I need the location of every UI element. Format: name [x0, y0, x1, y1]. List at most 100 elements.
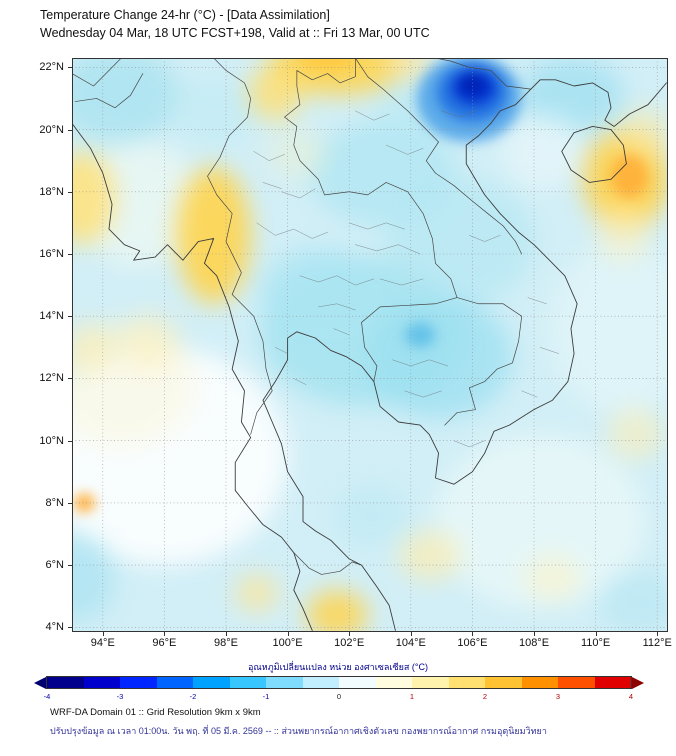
- y-axis-tick: [68, 191, 72, 193]
- temperature-anomaly-blob: [608, 409, 664, 460]
- colorbar-segment: [339, 677, 376, 688]
- temperature-anomaly-blob: [398, 530, 461, 581]
- temperature-anomaly-blob: [460, 75, 485, 94]
- colorbar-tick-label: 4: [628, 692, 634, 701]
- temperature-anomaly-blob: [170, 76, 257, 146]
- x-axis-tick: [657, 632, 659, 636]
- x-axis-tick: [472, 632, 474, 636]
- agency-update-text: ปรับปรุงข้อมูล ณ เวลา 01:00น. วัน พฤ. ที…: [50, 726, 547, 736]
- x-axis-tick: [164, 632, 166, 636]
- x-axis-tick-label: 108°E: [518, 637, 550, 649]
- temperature-anomaly-blob: [549, 241, 676, 416]
- colorbar-segment: [594, 677, 631, 688]
- y-axis-tick-label: 20°N: [39, 123, 64, 136]
- country-borders: [208, 58, 541, 574]
- temperature-anomaly-blob: [518, 58, 624, 133]
- colorbar-segment: [485, 677, 522, 688]
- temperature-anomaly-blob: [595, 204, 651, 261]
- temperature-anomaly-blob: [73, 493, 96, 513]
- colorbar-tick-label: -4: [43, 692, 51, 701]
- colorbar-gradient: [46, 676, 632, 689]
- colorbar-segment: [266, 677, 303, 688]
- temperature-anomaly-blob: [386, 179, 534, 304]
- colorbar-segment: [156, 677, 193, 688]
- colorbar-segment: [448, 677, 485, 688]
- y-axis-tick-label: 14°N: [39, 310, 64, 323]
- colorbar-segment: [412, 677, 449, 688]
- colorbar-segment: [193, 677, 230, 688]
- northwest-boundaries: [72, 58, 143, 108]
- x-axis-tick: [349, 632, 351, 636]
- x-axis-tick-label: 100°E: [272, 637, 303, 649]
- temperature-anomaly-blob: [56, 48, 180, 142]
- province-boundaries: [254, 111, 559, 447]
- y-axis-tick: [68, 502, 72, 504]
- x-axis-tick: [226, 632, 227, 636]
- y-axis-tick-label: 4°N: [45, 621, 64, 634]
- x-axis-tick: [534, 632, 535, 636]
- x-axis-tick: [102, 632, 104, 636]
- temperature-change-map: [41, 33, 676, 640]
- temperature-anomaly-blob: [235, 574, 279, 612]
- colorbar-segment: [83, 677, 120, 688]
- temperature-anomaly-blob: [598, 571, 676, 634]
- colorbar-tick-label: 2: [482, 692, 488, 701]
- x-axis-tick: [287, 632, 289, 636]
- temperature-anomaly-blob: [524, 555, 581, 600]
- hainan-island-outline: [562, 126, 627, 182]
- y-axis-tick: [68, 254, 72, 255]
- y-axis-tick-label: 8°N: [45, 496, 64, 509]
- colorbar-tick-label: 1: [409, 692, 415, 701]
- colorbar-label: อุณหภูมิเปลี่ยนแปลง หน่วย องศาเซลเซียส (…: [248, 662, 428, 672]
- y-axis-tick-label: 18°N: [39, 185, 64, 198]
- colorbar-tick-label: -3: [116, 692, 124, 701]
- y-axis-tick: [68, 440, 72, 442]
- colorbar-segment: [558, 677, 595, 688]
- y-axis-tick-label: 10°N: [39, 434, 64, 447]
- colorbar-left-arrow: [34, 676, 46, 689]
- graticule-gridlines: [72, 58, 668, 632]
- page-title: Temperature Change 24-hr (°C) - [Data As…: [40, 8, 330, 22]
- temperature-anomaly-blob: [404, 322, 436, 348]
- colorbar-tick-label: 0: [336, 692, 342, 701]
- y-axis-tick-label: 12°N: [39, 372, 64, 385]
- y-axis-tick: [68, 565, 72, 567]
- colorbar-tick-label: -1: [262, 692, 270, 701]
- temperature-anomaly-blob: [364, 294, 513, 419]
- colorbar-segment: [47, 677, 84, 688]
- temperature-anomaly-blob: [617, 107, 673, 164]
- colorbar-tick-label: 3: [555, 692, 561, 701]
- y-axis-tick: [68, 316, 72, 318]
- x-axis-tick-label: 94°E: [90, 637, 115, 649]
- temperature-field-soft: [41, 33, 676, 640]
- y-axis-tick-label: 6°N: [45, 559, 64, 572]
- colorbar-tick-label: -2: [189, 692, 197, 701]
- colorbar: [34, 676, 644, 689]
- temperature-anomaly-blob: [266, 129, 328, 180]
- page-subtitle: Wednesday 04 Mar, 18 UTC FCST+198, Valid…: [40, 26, 430, 40]
- y-axis-tick: [68, 627, 72, 629]
- domain-resolution-text: WRF-DA Domain 01 :: Grid Resolution 9km …: [50, 707, 261, 718]
- x-axis-tick-label: 98°E: [214, 637, 238, 649]
- colorbar-segment: [120, 677, 157, 688]
- y-axis-tick: [68, 67, 72, 69]
- x-axis-tick-label: 110°E: [580, 637, 611, 649]
- y-axis-tick-label: 22°N: [39, 61, 64, 74]
- x-axis-tick-label: 104°E: [395, 637, 426, 649]
- coastlines-and-borders: [72, 58, 666, 630]
- y-axis-tick: [68, 129, 72, 131]
- temperature-anomaly-blob: [333, 484, 408, 547]
- temperature-anomaly-blob: [118, 313, 180, 370]
- colorbar-segment: [375, 677, 412, 688]
- temperature-anomaly-blob: [503, 114, 584, 189]
- temperature-anomaly-blob: [611, 154, 648, 198]
- colorbar-segment: [229, 677, 266, 688]
- temperature-anomaly-blob: [176, 166, 251, 304]
- x-axis-tick-label: 112°E: [642, 637, 672, 649]
- x-axis-tick: [410, 632, 412, 636]
- map-plot-area: [41, 33, 676, 640]
- y-axis-tick: [68, 378, 72, 380]
- temperature-anomaly-blob: [259, 247, 384, 342]
- temperature-anomaly-blob: [435, 434, 645, 609]
